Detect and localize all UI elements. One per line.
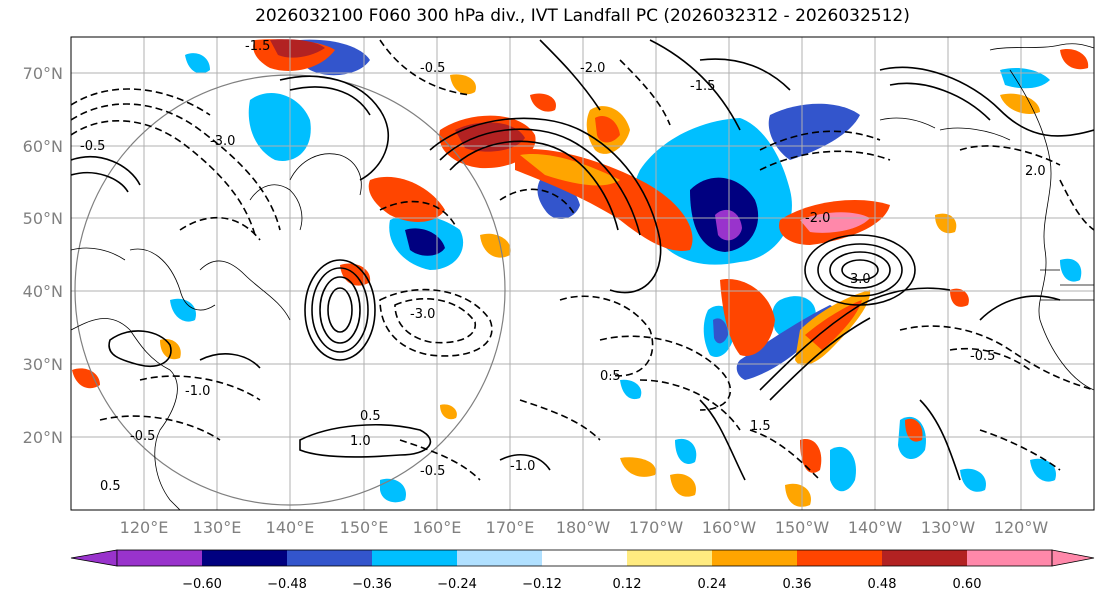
contour-label: 0.5 [100,479,121,494]
colorbar-label: 0.12 [613,577,642,592]
contour-label: 0.5 [360,409,381,424]
colorbar-label: 0.48 [868,577,897,592]
contour-label: 3.0 [850,272,871,287]
colorbar-label: 0.36 [783,577,812,592]
contour-label: -0.5 [130,429,155,444]
map-frame [70,36,1095,511]
lon-tick-label: 170°E [486,518,535,537]
contours-positive [71,39,1094,481]
contour-label: -0.5 [80,139,105,154]
contour-label: -1.0 [510,459,535,474]
lat-axis: 70°N 60°N 50°N 40°N 30°N 20°N [23,64,63,447]
colorbar-segment [542,550,627,566]
lon-tick-label: 140°E [266,518,315,537]
map-title: 2026032100 F060 300 hPa div., IVT Landfa… [255,6,910,26]
lon-tick-label: 160°E [413,518,462,537]
colorbar-segment [967,550,1052,566]
colorbar-segment [287,550,372,566]
colorbar-segment [202,550,287,566]
lon-tick-label: 180°W [556,518,611,537]
contour-label: -2.0 [805,211,830,226]
lat-tick-label: 20°N [23,428,63,447]
lon-axis: 120°E 130°E 140°E 150°E 160°E 170°E 180°… [120,518,1049,537]
colorbar-frame [116,549,1053,567]
lat-tick-label: 50°N [23,209,63,228]
lon-tick-label: 140°W [848,518,903,537]
landfall-circle [74,74,506,506]
colorbar-left-extension [70,549,118,567]
lon-tick-label: 170°W [629,518,684,537]
contour-label: -1.5 [690,79,715,94]
lon-tick-label: 130°E [193,518,242,537]
coastlines [71,43,1094,510]
map-panel: -0.5 -1.0 -1.5 -2.0 -3.0 0.5 1.0 1.5 2.0… [71,37,1094,510]
colorbar-label: −0.24 [437,577,477,592]
lon-tick-label: 150°W [775,518,830,537]
contour-label: -3.0 [210,134,235,149]
shaded-field [72,39,1089,507]
contour-label: -2.0 [580,61,605,76]
contour-label: -3.0 [410,307,435,322]
colorbar-right-extension [1051,549,1095,567]
contour-label: -0.5 [420,61,445,76]
lon-tick-label: 120°W [994,518,1049,537]
lon-tick-label: 160°W [702,518,757,537]
colorbar-segment [117,550,202,566]
colorbar-label: −0.48 [267,577,307,592]
colorbar-segment [882,550,967,566]
colorbar-segment [372,550,457,566]
contours-negative [71,39,1094,481]
contour-label: -1.0 [185,384,210,399]
lat-tick-label: 60°N [23,137,63,156]
colorbar-segment [457,550,542,566]
colorbar-label: 0.24 [698,577,727,592]
colorbar-segment [797,550,882,566]
lon-tick-label: 130°W [921,518,976,537]
lat-tick-label: 70°N [23,64,63,83]
contour-label: -1.5 [245,39,270,54]
lon-tick-label: 150°E [340,518,389,537]
colorbar-segment [712,550,797,566]
contour-label: -0.5 [970,349,995,364]
lat-tick-label: 30°N [23,355,63,374]
contour-label: 1.5 [750,419,771,434]
contour-label: 1.0 [350,434,371,449]
colorbar: −0.60 −0.48 −0.36 −0.24 −0.12 0.12 0.24 … [70,549,1095,592]
contour-label: -0.5 [420,464,445,479]
contour-label: 0.5 [600,369,621,384]
colorbar-label: −0.36 [352,577,392,592]
colorbar-label: −0.12 [522,577,562,592]
colorbar-label: 0.60 [953,577,982,592]
contour-labels: -0.5 -1.0 -1.5 -2.0 -3.0 0.5 1.0 1.5 2.0… [80,39,1046,494]
colorbar-segment [627,550,712,566]
lon-tick-label: 120°E [120,518,169,537]
contour-label: 2.0 [1025,164,1046,179]
colorbar-label: −0.60 [182,577,222,592]
lat-tick-label: 40°N [23,282,63,301]
